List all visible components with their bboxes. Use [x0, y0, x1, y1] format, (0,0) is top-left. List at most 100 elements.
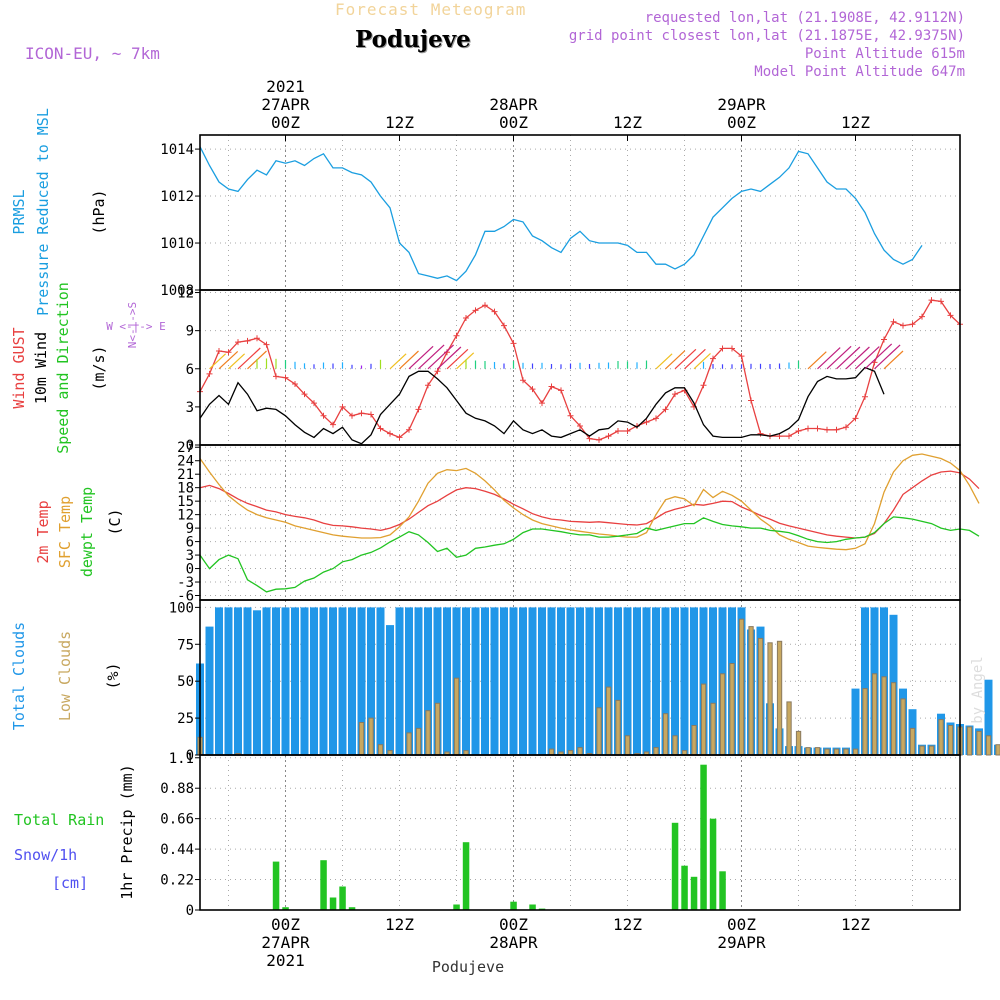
- total-clouds-bar: [386, 625, 394, 755]
- y-tick-label: 18: [177, 481, 194, 497]
- location-title: Podujeve: [355, 26, 471, 53]
- low-clouds-bar: [767, 642, 773, 756]
- bottom-year-label: 2021: [266, 951, 305, 970]
- top-date-label: 29APR: [717, 95, 766, 114]
- top-hour-label: 00Z: [499, 113, 528, 132]
- wind-gust-label: Wind GUST: [10, 327, 28, 408]
- wind-direction-arrow: [408, 345, 434, 370]
- low-clouds-label: Low Clouds: [56, 631, 74, 721]
- wind-direction-arrow: [684, 348, 706, 370]
- gust-point-marker: [615, 428, 621, 435]
- top-hour-label: 12Z: [385, 113, 414, 132]
- y-tick-label: 15: [177, 494, 194, 510]
- gust-point-marker: [700, 382, 707, 389]
- point-altitude: Point Altitude 615m: [804, 46, 965, 62]
- top-hour-label: 12Z: [841, 113, 870, 132]
- low-clouds-bar: [995, 744, 1000, 756]
- wind-direction-arrow: [874, 344, 901, 370]
- wind-direction-arrow: [817, 347, 841, 370]
- series-line-sfc-temp: [199, 453, 980, 551]
- total-clouds-bar: [680, 607, 689, 755]
- low-clouds-bar: [377, 744, 384, 756]
- y-tick-label: 0.66: [160, 812, 194, 828]
- total-clouds-bar: [224, 607, 233, 755]
- low-clouds-bar: [453, 677, 460, 756]
- gust-point-marker: [852, 415, 859, 422]
- y-tick-label: 50: [177, 674, 194, 690]
- gust-point-marker: [833, 426, 840, 433]
- total-clouds-bar: [585, 607, 594, 755]
- top-hour-label: 12Z: [613, 113, 642, 132]
- gust-point-marker: [301, 391, 308, 398]
- series-line-prmsl: [199, 146, 923, 282]
- gust-point-marker: [482, 302, 488, 309]
- wind-direction-arrow: [665, 350, 686, 370]
- low-clouds-bar: [900, 698, 906, 756]
- wind-unit: (m/s): [90, 345, 108, 390]
- low-clouds-bar: [795, 730, 802, 756]
- gust-point-marker: [862, 393, 868, 400]
- low-clouds-bar: [786, 701, 792, 756]
- rain-bar: [529, 904, 536, 910]
- low-clouds-bar: [833, 748, 840, 756]
- wind-direction-arrow: [389, 353, 407, 370]
- wind-direction-arrow: [427, 344, 455, 370]
- total-clouds-bar: [538, 607, 546, 755]
- total-clouds-bar: [424, 607, 432, 755]
- low-clouds-bar: [358, 722, 365, 756]
- rain-bar: [709, 818, 717, 910]
- low-clouds-bar: [710, 702, 716, 756]
- forecast-meteogram-subtitle: Forecast Meteogram: [335, 0, 527, 19]
- low-clouds-bar: [985, 735, 992, 756]
- y-tick-label: 21: [177, 467, 194, 483]
- total-clouds-bar: [557, 607, 565, 755]
- gust-point-marker: [320, 412, 327, 419]
- wind-direction-arrow: [674, 348, 697, 370]
- bottom-hour-label: 12Z: [613, 915, 642, 934]
- total-clouds-bar: [243, 607, 252, 755]
- low-clouds-bar: [852, 748, 859, 756]
- y-tick-label: 0: [186, 903, 194, 919]
- y-tick-label: 9: [186, 324, 194, 340]
- low-clouds-bar: [700, 683, 707, 756]
- rain-bar: [681, 865, 688, 910]
- gust-point-marker: [263, 341, 270, 348]
- bottom-hour-label: 12Z: [385, 915, 414, 934]
- low-clouds-bar: [406, 732, 412, 756]
- low-clouds-bar: [596, 707, 602, 756]
- top-date-label: 27APR: [261, 95, 310, 114]
- gust-point-marker: [235, 339, 241, 346]
- low-clouds-bar: [890, 682, 897, 756]
- total-clouds-bar: [234, 607, 242, 755]
- total-clouds-bar: [604, 607, 613, 755]
- gust-point-marker: [738, 353, 745, 360]
- bottom-date-label: 28APR: [489, 933, 538, 952]
- low-clouds-bar: [719, 673, 726, 756]
- gust-point-marker: [795, 428, 802, 435]
- gust-point-marker: [881, 336, 887, 343]
- low-clouds-bar: [577, 747, 583, 756]
- wind-direction-arrow: [807, 351, 827, 370]
- rain-bar: [348, 907, 356, 910]
- wind-direction-arrow: [456, 352, 475, 370]
- precip-unit: 1hr Precip (mm): [118, 764, 136, 899]
- total-clouds-bar: [348, 607, 356, 755]
- gust-point-marker: [605, 433, 612, 440]
- panel-frames: [199, 134, 961, 911]
- total-clouds-bar: [253, 610, 261, 755]
- total-clouds-bar: [281, 607, 290, 755]
- low-clouds-bar: [938, 719, 944, 756]
- total-clouds-bar: [471, 607, 480, 755]
- total-clouds-bar: [642, 607, 651, 755]
- gust-point-marker: [463, 314, 469, 321]
- sfc-temp-label: SFC Temp: [56, 496, 74, 568]
- y-tick-label: 1.1: [169, 751, 194, 767]
- low-clouds-bar: [919, 745, 925, 756]
- gust-point-marker: [558, 387, 564, 394]
- low-clouds-bar: [738, 618, 745, 756]
- series-line-2m-temp: [199, 470, 980, 539]
- rain-bar: [453, 904, 460, 910]
- low-clouds-bar: [434, 702, 441, 756]
- wind-direction-arrow: [437, 346, 462, 370]
- y-tick-label: 25: [177, 711, 194, 727]
